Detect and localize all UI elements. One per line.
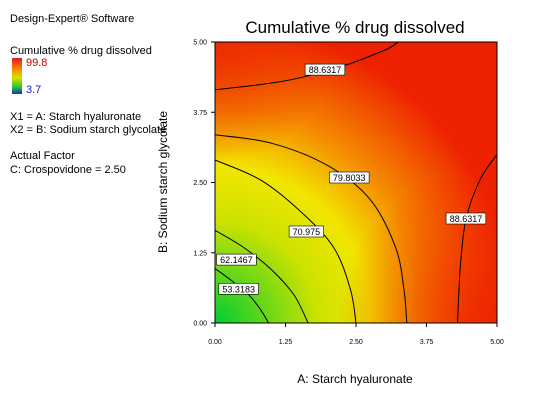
- contour-label-6: 88.6317: [450, 214, 483, 224]
- factor-x2-label: X2 = B: Sodium starch glycolate: [10, 124, 167, 136]
- actual-factor-value: C: Crospovidone = 2.50: [10, 164, 126, 176]
- x-axis-label: A: Starch hyaluronate: [297, 372, 413, 386]
- y-tick-label-3: 2.50: [193, 180, 207, 187]
- factor-x1-label: X1 = A: Starch hyaluronate: [10, 111, 142, 123]
- contour-label-box-6: [445, 212, 487, 225]
- x-tick-label-3: 2.50: [349, 339, 363, 346]
- contour-label-box-3: [288, 225, 325, 238]
- x-tick-label-2: 1.25: [279, 339, 293, 346]
- contour-line-2: [214, 229, 309, 324]
- legend-high-value: 99.8: [26, 57, 48, 69]
- contour-label-box-4: [329, 171, 370, 184]
- contour-line-4: [214, 134, 408, 324]
- y-tick-label-4: 3.75: [193, 110, 207, 117]
- chart-title: Cumulative % drug dissolved: [245, 18, 465, 37]
- contour-label-box-2: [216, 253, 257, 266]
- software-label: Design-Expert® Software: [10, 13, 135, 25]
- y-tick-label-2: 1.25: [193, 250, 207, 257]
- x-tick-label-4: 3.75: [420, 339, 434, 346]
- x-tick-label-1: 0.00: [208, 339, 222, 346]
- y-axis-label: B: Sodium starch glycolate: [156, 110, 170, 254]
- contour-label-box-5: [304, 63, 346, 76]
- contour-label-box-1: [218, 282, 259, 295]
- actual-factor-heading: Actual Factor: [10, 150, 75, 162]
- contour-label-1: 53.3183: [222, 284, 255, 294]
- contour-label-2: 62.1467: [220, 255, 253, 265]
- y-tick-label-5: 5.00: [193, 40, 207, 47]
- legend-low-value: 3.7: [26, 84, 42, 96]
- contour-label-5: 88.6317: [309, 65, 342, 75]
- contour-label-4: 79.8033: [333, 173, 366, 183]
- x-tick-label-5: 5.00: [490, 339, 504, 346]
- contour-line-1: [214, 268, 270, 324]
- contour-label-3: 70.975: [293, 227, 321, 237]
- response-label: Cumulative % drug dissolved: [10, 45, 152, 57]
- color-legend-bar: [12, 58, 22, 94]
- y-tick-label-1: 0.00: [193, 321, 207, 328]
